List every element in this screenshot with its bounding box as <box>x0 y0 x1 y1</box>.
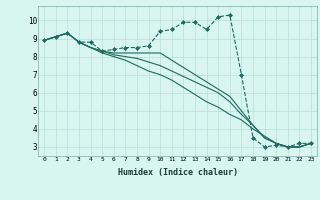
X-axis label: Humidex (Indice chaleur): Humidex (Indice chaleur) <box>118 168 238 177</box>
